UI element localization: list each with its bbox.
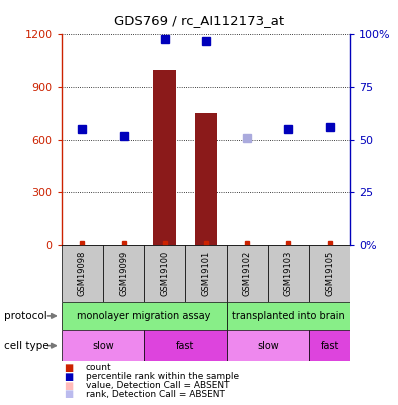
Text: protocol: protocol	[4, 311, 47, 321]
Bar	[309, 245, 350, 302]
Text: transplanted into brain: transplanted into brain	[232, 311, 345, 321]
Bar	[268, 245, 309, 302]
Bar	[144, 330, 226, 361]
Bar	[226, 302, 350, 330]
Bar	[144, 245, 185, 302]
Text: count: count	[86, 363, 111, 372]
Bar	[185, 245, 226, 302]
Text: GDS769 / rc_AI112173_at: GDS769 / rc_AI112173_at	[114, 14, 284, 27]
Text: GSM19098: GSM19098	[78, 251, 87, 296]
Text: GSM19102: GSM19102	[243, 251, 252, 296]
Text: monolayer migration assay: monolayer migration assay	[78, 311, 211, 321]
Text: GSM19100: GSM19100	[160, 251, 169, 296]
Text: GSM19101: GSM19101	[201, 251, 211, 296]
Text: fast: fast	[320, 341, 339, 351]
Text: fast: fast	[176, 341, 195, 351]
Bar	[62, 302, 226, 330]
Text: percentile rank within the sample: percentile rank within the sample	[86, 372, 239, 381]
Text: GSM19103: GSM19103	[284, 251, 293, 296]
Bar	[226, 245, 268, 302]
Bar	[62, 245, 103, 302]
Bar	[153, 70, 176, 245]
Text: slow: slow	[92, 341, 114, 351]
Text: slow: slow	[257, 341, 279, 351]
Text: GSM19099: GSM19099	[119, 251, 128, 296]
Text: value, Detection Call = ABSENT: value, Detection Call = ABSENT	[86, 381, 229, 390]
Bar	[103, 245, 144, 302]
Text: ■: ■	[64, 363, 73, 373]
Bar	[195, 113, 217, 245]
Text: ■: ■	[64, 390, 73, 399]
Text: ■: ■	[64, 381, 73, 390]
Text: rank, Detection Call = ABSENT: rank, Detection Call = ABSENT	[86, 390, 224, 399]
Text: cell type: cell type	[4, 341, 49, 351]
Bar	[226, 330, 309, 361]
Bar	[62, 330, 144, 361]
Text: ■: ■	[64, 372, 73, 382]
Bar	[309, 330, 350, 361]
Text: GSM19105: GSM19105	[325, 251, 334, 296]
